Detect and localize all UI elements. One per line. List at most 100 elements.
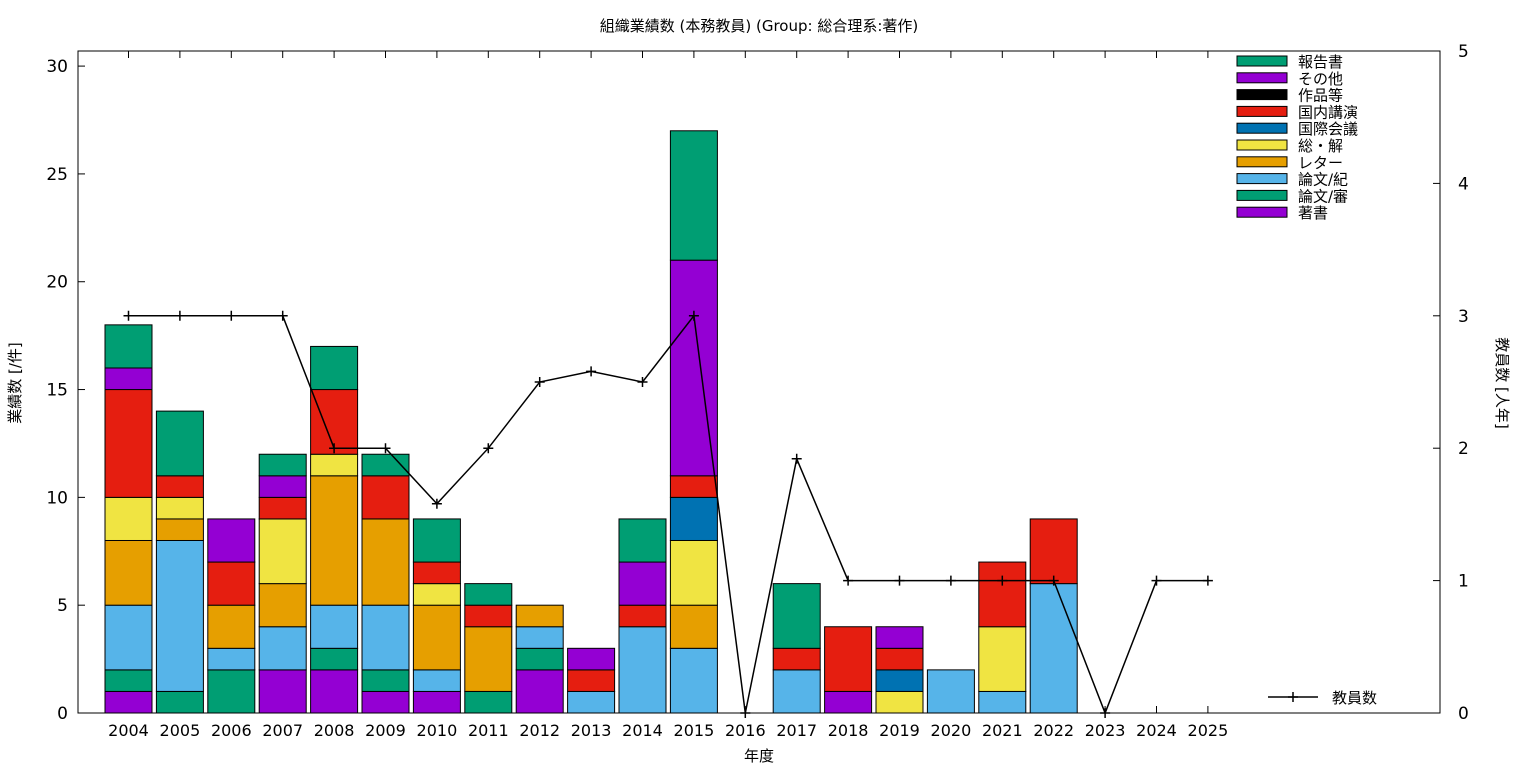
- bar-segment: [515, 647, 564, 671]
- legend-label: 報告書: [1298, 53, 1343, 71]
- bar-segment: [412, 669, 461, 692]
- legend-label: 論文/紀: [1298, 171, 1348, 189]
- x-axis-label: 年度: [744, 747, 774, 765]
- x-tick-label: 2019: [879, 721, 920, 740]
- x-tick-label: 2005: [160, 721, 201, 740]
- legend-swatch: [1236, 173, 1288, 185]
- legend-label: 論文/審: [1298, 187, 1348, 205]
- bar-segment: [978, 626, 1027, 692]
- bar-segment: [567, 690, 616, 714]
- legend-label: その他: [1298, 70, 1343, 88]
- bar-segment: [412, 518, 461, 563]
- bar-segment: [207, 647, 256, 671]
- bar-segment: [104, 539, 153, 606]
- line-point: [534, 377, 545, 387]
- line-point: [637, 377, 648, 387]
- line-point: [586, 366, 597, 377]
- x-tick-label: 2014: [622, 721, 663, 740]
- line-point: [380, 443, 391, 454]
- y-axis-label: 業績数 [/件]: [6, 342, 24, 424]
- bar-segment: [310, 475, 359, 606]
- line-point: [688, 310, 699, 321]
- bar-segment: [361, 604, 410, 671]
- bar-segment: [412, 690, 461, 714]
- x-tick-label: 2006: [211, 721, 252, 740]
- line-point: [1202, 575, 1213, 586]
- legend-swatch: [1236, 206, 1288, 218]
- x-tick-label: 2004: [108, 721, 149, 740]
- bar-segment: [207, 604, 256, 649]
- x-tick-label: 2008: [314, 721, 355, 740]
- bar-segment: [258, 583, 307, 628]
- y-tick-label: 30: [46, 57, 68, 77]
- y2-tick-label: 5: [1458, 42, 1469, 62]
- bar-segment: [1029, 583, 1078, 714]
- bar-segment: [104, 496, 153, 541]
- line-point: [791, 453, 802, 464]
- line-point: [226, 310, 237, 321]
- bar-segment: [515, 604, 564, 628]
- legend-swatch: [1236, 189, 1288, 201]
- legend-swatch: [1236, 156, 1288, 168]
- bar-segment: [155, 496, 204, 520]
- bar-segment: [618, 518, 667, 563]
- x-tick-label: 2010: [417, 721, 458, 740]
- legend-swatch: [1236, 139, 1288, 151]
- bar-segment: [155, 475, 204, 498]
- x-tick-label: 2021: [982, 721, 1023, 740]
- line-point: [483, 443, 494, 454]
- line-point: [740, 708, 751, 718]
- bar-segment: [464, 583, 513, 606]
- legend-swatch: [1236, 89, 1288, 101]
- legend-swatch: [1236, 122, 1288, 134]
- bar-segment: [875, 669, 924, 692]
- bar-segment: [515, 669, 564, 714]
- bar-segment: [104, 690, 153, 714]
- line-point: [1048, 575, 1059, 586]
- bar-segment: [464, 626, 513, 692]
- bar-segment: [926, 669, 975, 714]
- bar-segment: [258, 475, 307, 498]
- x-tick-label: 2023: [1085, 721, 1126, 740]
- bar-segment: [875, 626, 924, 649]
- bar-segment: [258, 496, 307, 520]
- bar-segment: [875, 647, 924, 671]
- y-tick-label: 20: [46, 273, 68, 293]
- y-tick-label: 10: [46, 488, 68, 508]
- x-tick-label: 2013: [571, 721, 612, 740]
- y2-tick-label: 4: [1458, 174, 1469, 194]
- line-point: [174, 310, 185, 321]
- x-tick-label: 2011: [468, 721, 509, 740]
- x-tick-label: 2020: [931, 721, 972, 740]
- y-tick-label: 25: [46, 165, 68, 185]
- line-point: [1100, 708, 1111, 718]
- bar-segment: [464, 604, 513, 628]
- x-tick-label: 2012: [519, 721, 560, 740]
- bar-segment: [104, 669, 153, 692]
- bar-segment: [361, 453, 410, 477]
- bar-segment: [772, 647, 821, 671]
- y2-axis-label: 教員数 [人年]: [1493, 337, 1511, 428]
- bar-segment: [669, 496, 718, 541]
- bar-segment: [669, 539, 718, 606]
- y2-tick-label: 3: [1458, 307, 1469, 327]
- chart-title: 組織業績数 (本務教員) (Group: 総合理系:著作): [600, 17, 919, 35]
- x-tick-label: 2025: [1188, 721, 1229, 740]
- bar-segment: [412, 583, 461, 606]
- x-tick-label: 2022: [1033, 721, 1074, 740]
- bar-segment: [669, 475, 718, 498]
- bar-segment: [772, 669, 821, 714]
- line-point: [277, 310, 288, 321]
- bar-segment: [978, 561, 1027, 628]
- bar-segment: [155, 539, 204, 692]
- y-tick-label: 0: [57, 704, 68, 724]
- bar-segment: [464, 690, 513, 714]
- bar-segment: [618, 561, 667, 606]
- bar-segment: [412, 561, 461, 585]
- line-teacher-count: [128, 313, 1208, 716]
- legend-swatch: [1236, 105, 1288, 117]
- bar-segment: [155, 410, 204, 477]
